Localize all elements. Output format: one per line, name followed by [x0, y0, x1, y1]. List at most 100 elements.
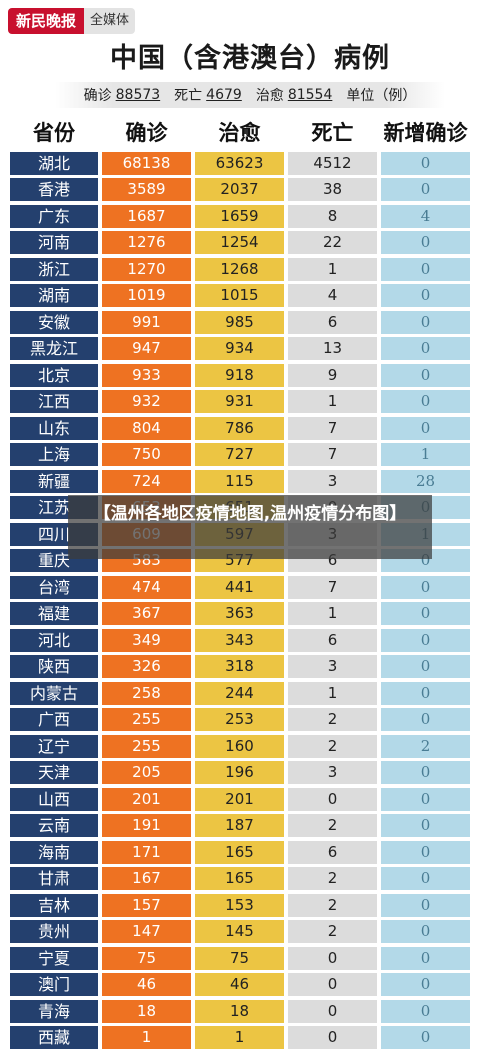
cell-recovered: 2037 — [195, 178, 284, 202]
cell-confirmed: 255 — [102, 734, 191, 758]
cell-confirmed: 947 — [102, 337, 191, 361]
cell-new-confirmed: 0 — [381, 787, 470, 811]
cell-recovered: 441 — [195, 575, 284, 599]
cell-province: 广东 — [10, 204, 98, 228]
cell-province: 安徽 — [10, 310, 98, 334]
cell-province: 山东 — [10, 416, 98, 440]
cell-deaths: 0 — [288, 1026, 377, 1050]
table-row: 浙江 1270 1268 1 0 — [8, 256, 492, 283]
cell-deaths: 2 — [288, 814, 377, 838]
cell-deaths: 7 — [288, 575, 377, 599]
cell-new-confirmed: 0 — [381, 893, 470, 917]
cell-deaths: 6 — [288, 628, 377, 652]
cell-deaths: 3 — [288, 655, 377, 679]
cell-deaths: 3 — [288, 469, 377, 493]
page-title: 中国（含港澳台）病例 — [110, 43, 390, 74]
cell-province: 河北 — [10, 628, 98, 652]
table-row: 湖北 68138 63623 4512 0 — [8, 150, 492, 177]
cell-province: 黑龙江 — [10, 337, 98, 361]
summary-deaths-label: 死亡 — [174, 88, 203, 104]
table-row: 广东 1687 1659 8 4 — [8, 203, 492, 230]
cell-confirmed: 367 — [102, 602, 191, 626]
cell-recovered: 1015 — [195, 284, 284, 308]
cell-confirmed: 255 — [102, 708, 191, 732]
cell-deaths: 0 — [288, 973, 377, 997]
cell-province: 海南 — [10, 840, 98, 864]
cell-new-confirmed: 0 — [381, 973, 470, 997]
cell-recovered: 786 — [195, 416, 284, 440]
cell-deaths: 0 — [288, 787, 377, 811]
cell-new-confirmed: 0 — [381, 920, 470, 944]
cell-recovered: 153 — [195, 893, 284, 917]
cell-recovered: 934 — [195, 337, 284, 361]
cell-deaths: 0 — [288, 946, 377, 970]
cell-new-confirmed: 0 — [381, 390, 470, 414]
cell-province: 青海 — [10, 999, 98, 1023]
cell-deaths: 1 — [288, 257, 377, 281]
cell-recovered: 165 — [195, 867, 284, 891]
table-row: 湖南 1019 1015 4 0 — [8, 283, 492, 310]
summary-recovered-label: 治愈 — [255, 88, 284, 104]
cell-confirmed: 18 — [102, 999, 191, 1023]
cell-confirmed: 258 — [102, 681, 191, 705]
table-row: 河北 349 343 6 0 — [8, 627, 492, 654]
table-row: 甘肃 167 165 2 0 — [8, 866, 492, 893]
cell-new-confirmed: 0 — [381, 310, 470, 334]
logo-sub-text: 全媒体 — [84, 8, 136, 34]
cell-new-confirmed: 0 — [381, 628, 470, 652]
cell-new-confirmed: 0 — [381, 231, 470, 255]
table-row: 海南 171 165 6 0 — [8, 839, 492, 866]
cell-province: 湖北 — [10, 151, 98, 175]
cell-new-confirmed: 0 — [381, 151, 470, 175]
table-row: 青海 18 18 0 0 — [8, 998, 492, 1025]
article-title-overlay[interactable]: 【温州各地区疫情地图,温州疫情分布图】 — [68, 495, 432, 559]
cell-confirmed: 171 — [102, 840, 191, 864]
cell-new-confirmed: 4 — [381, 204, 470, 228]
table-row: 河南 1276 1254 22 0 — [8, 230, 492, 257]
cell-new-confirmed: 0 — [381, 363, 470, 387]
cell-deaths: 4 — [288, 284, 377, 308]
cell-province: 上海 — [10, 443, 98, 467]
summary-confirmed-value: 88573 — [115, 87, 161, 103]
table-row: 香港 3589 2037 38 0 — [8, 177, 492, 204]
cell-confirmed: 147 — [102, 920, 191, 944]
table-row: 西藏 1 1 0 0 — [8, 1025, 492, 1052]
cell-new-confirmed: 0 — [381, 602, 470, 626]
table-row: 台湾 474 441 7 0 — [8, 574, 492, 601]
cell-deaths: 2 — [288, 867, 377, 891]
table-row: 宁夏 75 75 0 0 — [8, 945, 492, 972]
cell-recovered: 75 — [195, 946, 284, 970]
cell-province: 陕西 — [10, 655, 98, 679]
table-row: 山东 804 786 7 0 — [8, 415, 492, 442]
cell-province: 香港 — [10, 178, 98, 202]
cell-recovered: 196 — [195, 761, 284, 785]
cell-province: 澳门 — [10, 973, 98, 997]
cell-confirmed: 68138 — [102, 151, 191, 175]
cell-deaths: 8 — [288, 204, 377, 228]
cell-deaths: 7 — [288, 443, 377, 467]
cell-recovered: 363 — [195, 602, 284, 626]
cell-confirmed: 750 — [102, 443, 191, 467]
cell-confirmed: 991 — [102, 310, 191, 334]
cell-new-confirmed: 0 — [381, 867, 470, 891]
cell-confirmed: 1687 — [102, 204, 191, 228]
cell-province: 贵州 — [10, 920, 98, 944]
cell-confirmed: 46 — [102, 973, 191, 997]
cell-recovered: 343 — [195, 628, 284, 652]
cell-recovered: 918 — [195, 363, 284, 387]
cell-province: 江西 — [10, 390, 98, 414]
header-confirmed: 确诊 — [125, 121, 168, 145]
cell-recovered: 46 — [195, 973, 284, 997]
cell-deaths: 4512 — [288, 151, 377, 175]
cell-confirmed: 191 — [102, 814, 191, 838]
cell-deaths: 3 — [288, 761, 377, 785]
cell-recovered: 253 — [195, 708, 284, 732]
cell-new-confirmed: 0 — [381, 946, 470, 970]
cell-recovered: 1 — [195, 1026, 284, 1050]
cell-deaths: 13 — [288, 337, 377, 361]
cell-deaths: 0 — [288, 999, 377, 1023]
cell-province: 内蒙古 — [10, 681, 98, 705]
cell-recovered: 1254 — [195, 231, 284, 255]
table-row: 江西 932 931 1 0 — [8, 389, 492, 416]
cell-recovered: 160 — [195, 734, 284, 758]
